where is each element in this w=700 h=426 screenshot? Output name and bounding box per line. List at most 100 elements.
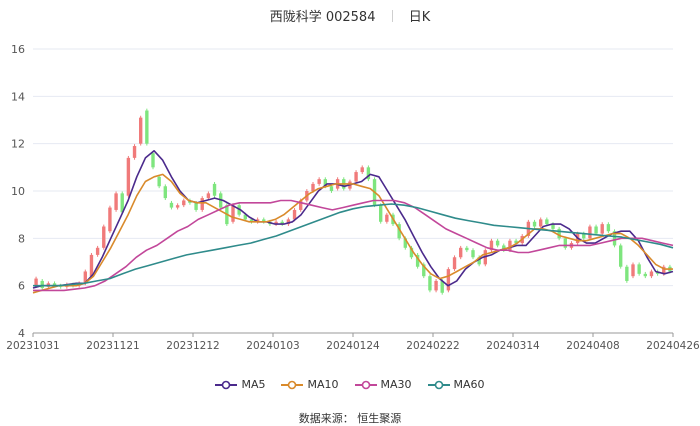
- candles: [34, 108, 672, 295]
- candle: [200, 198, 204, 210]
- candle: [114, 193, 118, 210]
- candle: [631, 264, 635, 277]
- candle: [422, 264, 426, 277]
- x-tick-label: 20240408: [566, 340, 619, 352]
- candle: [502, 245, 506, 251]
- candle: [95, 247, 100, 255]
- candle: [102, 226, 106, 248]
- candle: [108, 207, 112, 232]
- legend-item-ma60[interactable]: MA60: [427, 378, 485, 391]
- candle: [551, 224, 555, 229]
- y-tick-label: 14: [11, 90, 25, 103]
- x-axis: 20231031 20231121 20231212 20240103 20240124…: [6, 332, 700, 352]
- candle: [415, 254, 420, 267]
- candle: [139, 117, 143, 144]
- stock-name: 西陇科学 002584: [269, 10, 376, 25]
- legend-swatch: [281, 380, 304, 389]
- candle: [637, 264, 641, 274]
- candle: [508, 240, 512, 251]
- candle: [606, 224, 611, 232]
- candle: [145, 110, 149, 144]
- candle: [323, 179, 327, 187]
- y-tick-label: 12: [11, 138, 25, 151]
- candle: [212, 183, 217, 196]
- candle: [120, 193, 124, 213]
- candle: [385, 214, 389, 222]
- candle: [231, 205, 235, 222]
- candle: [299, 200, 303, 210]
- y-tick-label: 8: [18, 232, 25, 245]
- candle: [495, 240, 500, 246]
- chart-title: 西陇科学 002584 日K: [0, 6, 700, 26]
- candle: [428, 276, 432, 291]
- candle: [311, 183, 315, 191]
- candle: [157, 176, 161, 187]
- x-tick-label: 20240124: [326, 340, 380, 352]
- candle: [89, 254, 94, 277]
- candle: [582, 233, 586, 239]
- candle: [489, 240, 494, 251]
- candle: [194, 202, 198, 210]
- candle: [280, 221, 284, 225]
- title-separator: [391, 9, 393, 22]
- candle: [403, 238, 407, 248]
- candle: [40, 280, 44, 289]
- x-tick-label: 20240222: [406, 340, 459, 352]
- candle: [317, 179, 321, 184]
- candle: [434, 280, 438, 291]
- moving-average-lines: [32, 150, 674, 294]
- legend-label: MA10: [307, 378, 339, 391]
- candle: [262, 219, 266, 222]
- candle: [132, 146, 137, 158]
- candle: [286, 219, 291, 225]
- x-tick-label: 20240103: [246, 340, 299, 352]
- candle: [452, 257, 457, 270]
- candle: [175, 205, 180, 208]
- candle: [83, 271, 87, 284]
- legend-swatch: [427, 380, 450, 389]
- y-tick-label: 16: [11, 43, 25, 56]
- candle: [625, 266, 629, 281]
- candle: [649, 271, 654, 277]
- legend-swatch-marker: [361, 380, 370, 389]
- candle: [255, 219, 260, 222]
- candle: [206, 193, 211, 199]
- ma30-line: [33, 199, 674, 292]
- legend: MA5 MA10 MA30 MA60: [0, 378, 700, 393]
- legend-swatch: [354, 380, 377, 389]
- data-source: 数据来源： 恒生聚源: [298, 412, 402, 425]
- candle: [557, 228, 561, 239]
- ma60-line: [33, 203, 674, 287]
- candle: [514, 240, 518, 244]
- y-tick-label: 4: [18, 327, 25, 340]
- legend-item-ma30[interactable]: MA30: [354, 378, 412, 391]
- legend-swatch: [215, 380, 238, 389]
- candle: [169, 202, 174, 208]
- x-tick-label: 20231121: [86, 340, 139, 352]
- candle: [662, 266, 666, 274]
- candle: [409, 247, 414, 258]
- legend-swatch-marker: [222, 380, 231, 389]
- legend-swatch-marker: [434, 380, 443, 389]
- candle: [329, 186, 334, 191]
- legend-item-ma10[interactable]: MA10: [281, 378, 339, 391]
- candle: [612, 231, 617, 246]
- legend-swatch-marker: [288, 380, 297, 389]
- x-tick-label: 20240314: [486, 340, 540, 352]
- candle: [52, 283, 57, 286]
- candle: [243, 214, 247, 220]
- legend-item-ma5[interactable]: MA5: [215, 378, 265, 391]
- x-tick-label: 20231031: [6, 340, 59, 352]
- candle: [163, 186, 167, 199]
- candle: [465, 247, 469, 251]
- legend-label: MA60: [453, 378, 485, 391]
- y-tick-label: 10: [11, 185, 25, 198]
- candle: [151, 153, 155, 168]
- ma10-line: [32, 173, 673, 294]
- candle: [182, 200, 186, 206]
- candle: [126, 157, 131, 196]
- x-tick-label: 20240426: [646, 340, 700, 352]
- candle: [249, 219, 254, 222]
- y-axis: 4 6 8 10 12 14 16: [11, 43, 25, 340]
- period-label: 日K: [408, 10, 431, 25]
